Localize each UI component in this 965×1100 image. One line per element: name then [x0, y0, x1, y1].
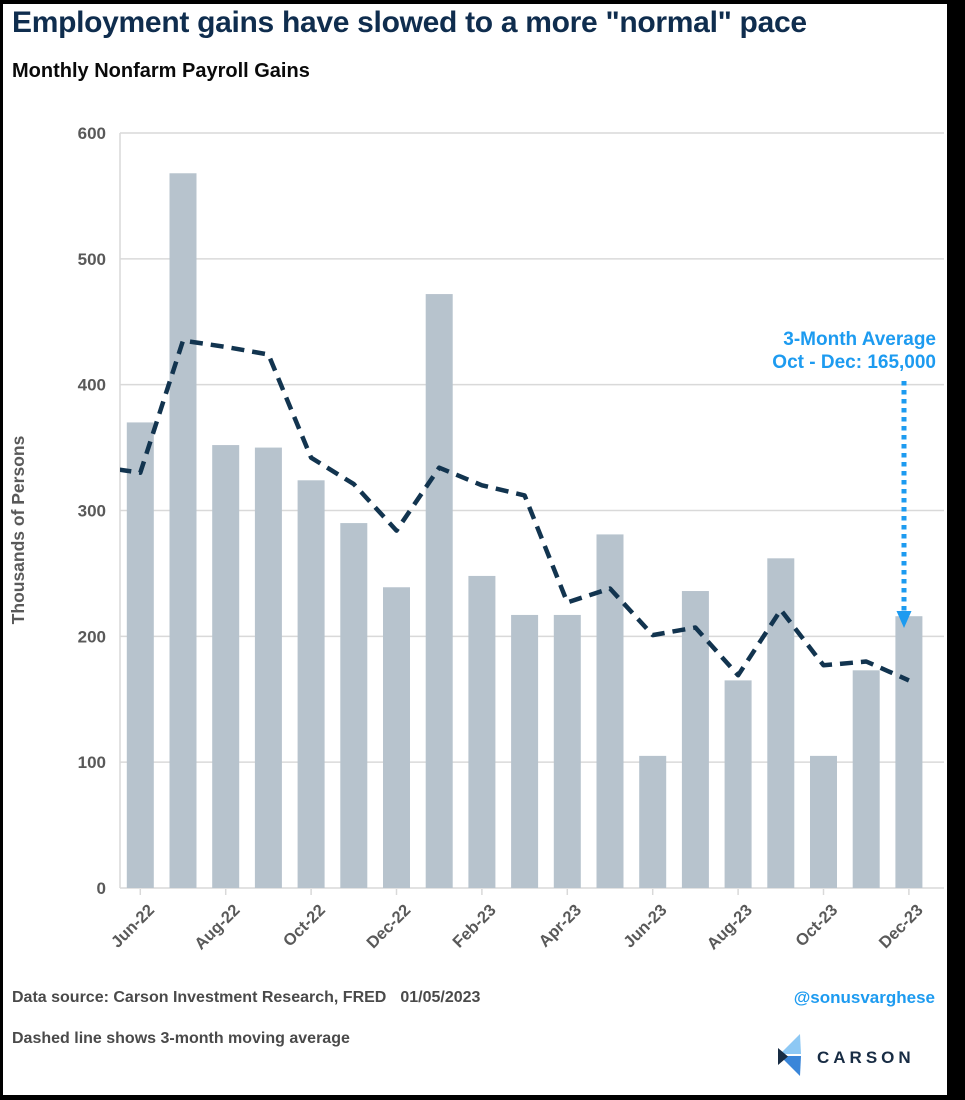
bar — [212, 445, 240, 888]
x-tick-label: Jun-22 — [108, 901, 158, 951]
border-top — [0, 0, 965, 4]
carson-logo-icon — [778, 1034, 803, 1082]
bar — [383, 587, 410, 888]
page-title: Employment gains have slowed to a more "… — [12, 6, 807, 39]
x-tick-label: Jun-23 — [620, 901, 670, 951]
chart-note: Dashed line shows 3-month moving average — [12, 1030, 350, 1047]
bar — [340, 523, 368, 888]
bar — [297, 480, 325, 888]
bar — [169, 173, 197, 888]
y-tick-label: 100 — [78, 753, 106, 772]
bar — [767, 558, 795, 888]
x-tick-label: Dec-23 — [876, 901, 927, 952]
twitter-handle: @sonusvarghese — [793, 988, 935, 1007]
y-tick-label: 300 — [78, 502, 106, 521]
bar — [254, 447, 282, 888]
x-tick-label: Dec-22 — [363, 901, 414, 952]
y-axis-title: Thousands of Persons — [8, 435, 28, 624]
annotation-line2: Oct - Dec: 165,000 — [772, 352, 936, 373]
bar — [681, 591, 709, 888]
bar — [126, 422, 154, 888]
bar — [511, 614, 539, 888]
bar — [810, 755, 837, 888]
bar — [895, 616, 923, 888]
bar — [724, 680, 752, 888]
carson-logo: CARSON — [778, 1034, 915, 1082]
border-left — [0, 0, 3, 1100]
annotation-arrowhead-icon — [896, 611, 912, 628]
x-tick-label: Aug-23 — [704, 901, 756, 953]
y-tick-label: 500 — [78, 250, 106, 269]
x-tick-label: Oct-23 — [792, 901, 841, 950]
x-tick-label: Aug-22 — [191, 901, 243, 953]
y-tick-label: 600 — [78, 124, 106, 143]
y-tick-label: 200 — [78, 627, 106, 646]
bar — [852, 670, 880, 888]
border-bottom — [0, 1095, 965, 1100]
x-tick-label: Oct-22 — [280, 901, 329, 950]
data-source-text: Data source: Carson Investment Research,… — [12, 989, 387, 1006]
y-tick-label: 400 — [78, 376, 106, 395]
data-source-date: 01/05/2023 — [400, 989, 481, 1006]
moving-average-line — [120, 338, 910, 683]
data-source: Data source: Carson Investment Research,… — [12, 989, 480, 1007]
bar — [425, 294, 453, 889]
bar — [553, 614, 581, 888]
x-tick-label: Feb-23 — [449, 901, 499, 951]
carson-logo-text: CARSON — [817, 1048, 915, 1067]
bar — [468, 575, 496, 888]
y-tick-label: 0 — [97, 879, 106, 898]
x-tick-label: Apr-23 — [535, 901, 585, 951]
border-right — [947, 0, 965, 1100]
chart-subtitle: Monthly Nonfarm Payroll Gains — [12, 60, 310, 82]
annotation-line1: 3-Month Average — [783, 329, 936, 350]
bar — [639, 755, 667, 888]
